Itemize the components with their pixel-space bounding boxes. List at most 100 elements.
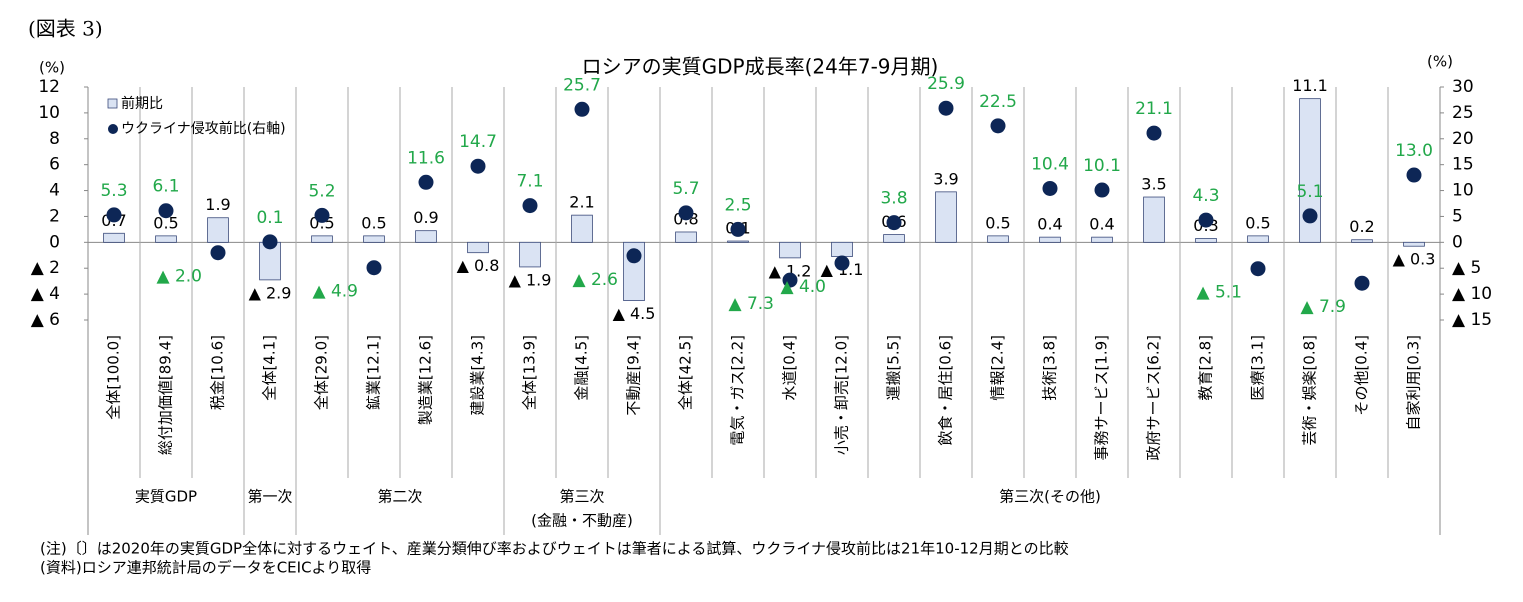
bar xyxy=(883,234,905,243)
y2-tick-label: 10 xyxy=(1452,181,1474,201)
x-tick-label: 政府サービス[6.2] xyxy=(1145,335,1163,461)
bar xyxy=(103,232,125,243)
dot-value-label: ▲ 7.9 xyxy=(1300,297,1346,317)
bar xyxy=(1039,236,1061,243)
bar-value-label: 0.5 xyxy=(985,213,1010,232)
x-tick-label: 技術[3.8] xyxy=(1041,335,1059,401)
bar xyxy=(1403,241,1425,247)
group-label: 第三次 xyxy=(559,488,604,506)
note: (資料)ロシア連邦統計局のデータをCEICより取得 xyxy=(40,559,371,577)
bar-value-label: ▲ 0.3 xyxy=(1393,250,1436,269)
dot-value-label: ▲ 2.6 xyxy=(572,270,618,290)
chart-title: ロシアの実質GDP成長率(24年7-9月期) xyxy=(582,55,939,79)
dot-value-label: 13.0 xyxy=(1395,141,1433,161)
dot xyxy=(626,248,642,264)
y2-tick-label: 5 xyxy=(1452,206,1463,226)
x-tick-label: 鉱業[12.1] xyxy=(365,335,383,410)
dot-value-label: ▲ 4.9 xyxy=(312,282,358,302)
dot xyxy=(782,272,798,288)
dot xyxy=(158,203,174,219)
legend-label: ウクライナ侵攻前比(右軸) xyxy=(121,120,286,137)
dot-value-label: 5.3 xyxy=(100,181,127,201)
bar-value-label: 11.1 xyxy=(1292,76,1328,95)
x-tick-label: 全体[100.0] xyxy=(105,335,123,420)
dot xyxy=(1406,167,1422,183)
group-sublabel: (金融・不動産) xyxy=(531,512,633,530)
x-tick-label: 全体[42.5] xyxy=(677,335,695,410)
x-tick-label: 電気・ガス[2.2] xyxy=(729,335,747,446)
y-tick-label: 12 xyxy=(38,77,60,97)
dot xyxy=(834,255,850,271)
dot xyxy=(886,215,902,231)
x-tick-label: 税金[10.6] xyxy=(209,335,227,410)
bar-value-label: 2.1 xyxy=(569,193,594,212)
legend-swatch xyxy=(107,98,118,109)
dot-value-label: 2.5 xyxy=(724,195,751,215)
dot xyxy=(1198,212,1214,228)
dot xyxy=(418,174,434,190)
y2-tick-label: 0 xyxy=(1452,232,1463,252)
figure-label: (図表 3) xyxy=(28,17,103,41)
legend-swatch xyxy=(108,124,118,134)
dot-value-label: ▲ 7.3 xyxy=(728,294,774,314)
dot xyxy=(1250,261,1266,277)
bar xyxy=(727,240,749,243)
dot xyxy=(1042,180,1058,196)
y-tick-label: 2 xyxy=(49,206,60,226)
dot-value-label: 21.1 xyxy=(1135,99,1173,119)
dot-value-label: 5.1 xyxy=(1296,182,1323,202)
dot-value-label: 6.1 xyxy=(152,177,179,197)
x-tick-label: 医療[3.1] xyxy=(1249,335,1267,401)
bar xyxy=(415,230,437,243)
dot xyxy=(470,158,486,174)
dot xyxy=(574,101,590,117)
bar xyxy=(1247,235,1269,243)
bar-value-label: ▲ 2.9 xyxy=(249,283,292,302)
bar xyxy=(519,241,541,268)
bar xyxy=(363,235,385,243)
y2-tick-label: ▲ 5 xyxy=(1452,258,1481,278)
dot-value-label: ▲ 4.0 xyxy=(780,277,826,297)
x-tick-label: 全体[4.1] xyxy=(261,335,279,401)
dot xyxy=(262,234,278,250)
dot-value-label: 25.9 xyxy=(927,74,965,94)
bar xyxy=(467,241,489,254)
dot-value-label: ▲ 5.1 xyxy=(1196,283,1242,303)
bar-value-label: 0.4 xyxy=(1037,215,1062,234)
dot xyxy=(522,198,538,214)
bar-value-label: 0.2 xyxy=(1349,217,1374,236)
bar xyxy=(935,191,957,243)
dot xyxy=(730,221,746,237)
y-unit: (%) xyxy=(39,59,65,77)
x-tick-label: 事務サービス[1.9] xyxy=(1093,335,1111,461)
bar xyxy=(207,217,229,243)
bar xyxy=(1351,239,1373,243)
bar xyxy=(571,214,593,243)
dot xyxy=(678,205,694,221)
bar-value-label: ▲ 4.5 xyxy=(613,304,656,323)
y2-unit: (%) xyxy=(1427,53,1453,71)
x-tick-label: 小売・卸売[12.0] xyxy=(833,335,851,455)
bar-value-label: 3.5 xyxy=(1141,175,1166,194)
bar xyxy=(831,241,853,257)
bar-value-label: 1.9 xyxy=(205,195,230,214)
bar xyxy=(311,235,333,243)
dot-value-label: 25.7 xyxy=(563,75,601,95)
x-tick-label: 情報[2.4] xyxy=(989,335,1007,401)
dot xyxy=(1302,208,1318,224)
dot xyxy=(1354,275,1370,291)
x-tick-label: 運搬[5.5] xyxy=(885,335,903,401)
x-tick-label: その他[0.4] xyxy=(1353,335,1371,416)
bar-value-label: 0.9 xyxy=(413,208,438,227)
y2-tick-label: 25 xyxy=(1452,103,1474,123)
bar-value-label: 0.5 xyxy=(1245,213,1270,232)
dot-value-label: 3.8 xyxy=(880,189,907,209)
bar xyxy=(155,235,177,243)
x-tick-label: 水道[0.4] xyxy=(781,335,799,401)
y-tick-label: ▲ 6 xyxy=(31,310,60,330)
dot xyxy=(106,207,122,223)
x-tick-label: 全体[13.9] xyxy=(521,335,539,410)
dot-value-label: 7.1 xyxy=(516,172,543,192)
group-label: 第一次 xyxy=(247,488,292,506)
